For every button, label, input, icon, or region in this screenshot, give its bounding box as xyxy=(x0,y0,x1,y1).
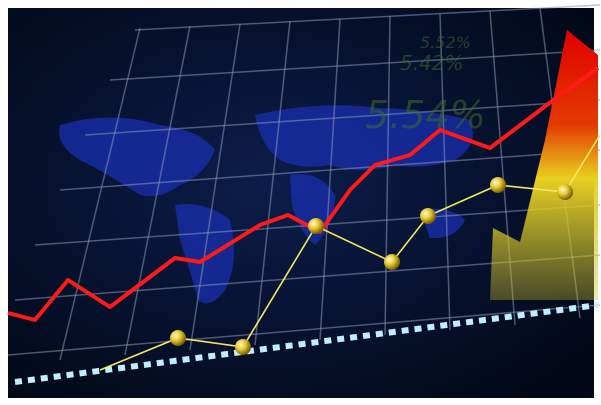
trend-arrow xyxy=(490,30,598,300)
red-line xyxy=(7,66,600,322)
overlay-text: 5.42% xyxy=(400,51,464,75)
overlay-text: 5.54% xyxy=(365,93,486,137)
balls xyxy=(170,177,573,355)
overlay-text: 5.52% xyxy=(420,33,471,52)
